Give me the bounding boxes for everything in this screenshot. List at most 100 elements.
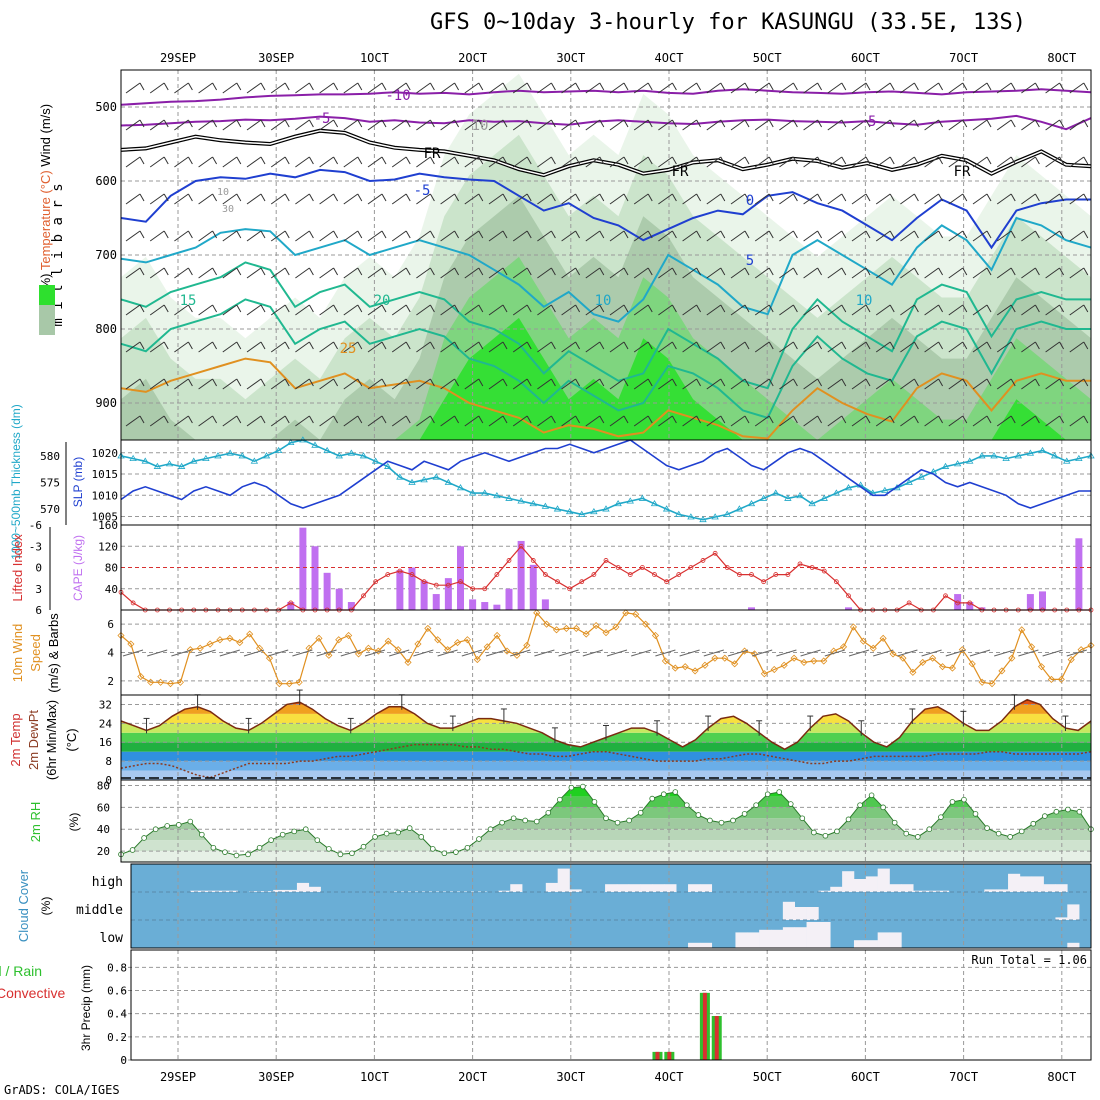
- wind-barb-flag: [913, 267, 919, 276]
- wind-barb-flag: [841, 82, 847, 91]
- wind-barb-flag: [478, 341, 484, 350]
- wind-barb-flag: [260, 119, 266, 128]
- wind-barb: [924, 156, 939, 168]
- rh-marker: [199, 831, 205, 838]
- top-axis-day-label: 8OCT: [1047, 51, 1076, 65]
- wind-barb-flag: [865, 156, 871, 165]
- wind-barb-flag: [575, 230, 581, 239]
- bottom-axis-day-label: 6OCT: [851, 1070, 880, 1084]
- wind-barb-flag: [962, 156, 968, 165]
- wind-barb-flag: [260, 82, 266, 91]
- wind-barb: [633, 230, 649, 242]
- wind-barb: [270, 415, 286, 427]
- wind-barb: [464, 415, 480, 427]
- wind-barb-flag: [187, 119, 193, 128]
- wind-barb: [391, 341, 407, 353]
- wind-barb: [149, 82, 165, 94]
- wind-barb-flag: [333, 267, 339, 276]
- wind-barb-flag: [671, 193, 677, 202]
- cape-bar: [347, 602, 355, 610]
- wind-barb: [875, 193, 891, 205]
- wind-speed-marker: [602, 629, 610, 637]
- lifted-index-marker: [785, 572, 791, 577]
- wind-speed-marker: [1067, 656, 1075, 664]
- wind-barb: [174, 82, 189, 94]
- wind-barb-flag: [381, 193, 387, 202]
- wind-barb: [851, 119, 867, 131]
- bottom-axis-day-label: 3OCT: [556, 1070, 585, 1084]
- wind-barb: [1045, 230, 1060, 242]
- wind-barb: [827, 267, 843, 279]
- wind-barb-flag: [308, 119, 314, 128]
- wind-barb-flag: [1083, 267, 1089, 276]
- cloud-bar-high: [296, 882, 310, 892]
- lifted-index-marker: [967, 600, 973, 606]
- wind-barb-flag: [308, 193, 314, 202]
- top-axis-day-label: 5OCT: [753, 51, 782, 65]
- wind10m-barb: [510, 649, 531, 657]
- wind10m-tick-label: 2: [107, 675, 114, 688]
- cloud-bar-high: [249, 891, 262, 892]
- wind-barb-flag: [1059, 82, 1065, 91]
- thickness-marker: [468, 489, 477, 496]
- wind-barb-flag: [454, 193, 460, 202]
- cloud-bar-high: [925, 890, 938, 892]
- wind-barb: [295, 230, 310, 242]
- wind-barb-flag: [720, 156, 726, 165]
- wind-speed-marker: [948, 664, 956, 672]
- wind-speed-marker: [582, 630, 590, 638]
- wind-barb-flag: [889, 415, 895, 424]
- wind-barb-flag: [913, 156, 919, 165]
- wind10m-barb: [606, 649, 628, 657]
- wind-barb: [343, 230, 359, 242]
- wind-barb: [367, 341, 383, 353]
- rh-marker: [545, 809, 552, 816]
- cape-ylabel: CAPE (J/kg): [71, 535, 85, 601]
- wind-barb: [924, 304, 939, 316]
- wind-barb: [319, 378, 334, 390]
- wind-barb-flag: [550, 156, 556, 165]
- rh-color-band: [121, 840, 1091, 852]
- wind-barb: [730, 341, 746, 353]
- wind-speed-marker: [701, 661, 709, 669]
- rh-marker: [903, 830, 910, 837]
- legend-left-label: RH (%) Temperature (°C) Wind (m/s): [38, 104, 53, 316]
- wind-barb-flag: [187, 82, 193, 91]
- wind-barb-flag: [647, 341, 653, 350]
- wind-barb-flag: [526, 82, 532, 91]
- wind-speed-marker: [315, 634, 323, 642]
- wind-barb: [343, 193, 359, 205]
- wind-barb-flag: [1083, 82, 1089, 91]
- wind-barb-flag: [889, 341, 895, 350]
- wind-barb: [319, 156, 334, 168]
- wind-barb: [972, 193, 988, 205]
- lifted-index-marker: [579, 579, 585, 585]
- wind-barb-flag: [260, 304, 266, 313]
- wind-speed-marker: [236, 639, 244, 647]
- thickness-tick-label: 580: [40, 450, 60, 463]
- wind-barb-flag: [212, 119, 218, 128]
- cloud-bar-high: [936, 890, 950, 892]
- wind-barb: [416, 415, 431, 427]
- rh-marker: [395, 829, 401, 836]
- wind-barb-flag: [599, 230, 605, 239]
- rh-marker: [533, 818, 540, 825]
- wind-barb: [633, 341, 649, 353]
- wind-barb: [658, 119, 673, 131]
- wind-barb-flag: [478, 82, 484, 91]
- wind-speed-marker: [1008, 654, 1016, 662]
- thickness-marker: [675, 510, 683, 517]
- wind-barb: [803, 378, 818, 390]
- wind-barb-flag: [163, 230, 169, 239]
- thickness-marker: [578, 510, 586, 517]
- wind-barb-flag: [817, 119, 823, 128]
- pressure-tick-label: 900: [95, 396, 117, 410]
- wind-barb-flag: [187, 304, 193, 313]
- wind-barb: [149, 267, 165, 279]
- wind10m-barb: [534, 649, 555, 657]
- cloud-bar-middle: [806, 907, 819, 920]
- wind-barb: [851, 82, 867, 94]
- lifted-index-marker: [603, 558, 609, 563]
- wind-barb-flag: [357, 267, 363, 276]
- wind-barb: [512, 415, 528, 427]
